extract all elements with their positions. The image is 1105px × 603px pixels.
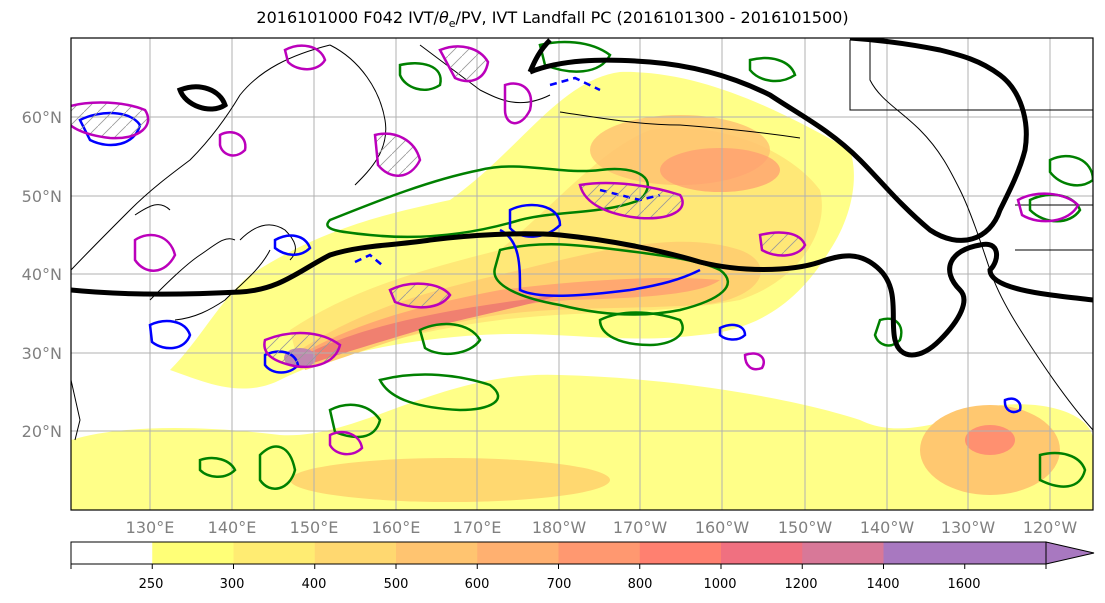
title-suffix: /PV, IVT Landfall PC (2016101300 - 20161… xyxy=(455,8,849,27)
colorbar-cell xyxy=(964,542,1047,564)
ivt-band-800 xyxy=(295,295,560,368)
ivt-band-600 xyxy=(300,278,720,365)
lat-label-30: 30°N xyxy=(22,344,62,363)
colorbar-cell xyxy=(233,542,316,564)
colorbar-tick-label: 500 xyxy=(384,577,409,592)
lat-label-40: 40°N xyxy=(22,265,62,284)
title-text: 2016101000 F042 IVT/ xyxy=(256,8,439,27)
ivt-arc-north-inner xyxy=(660,148,780,192)
ivt-shading xyxy=(71,71,1093,510)
lat-label-20: 20°N xyxy=(22,422,62,441)
colorbar-tick-label: 300 xyxy=(220,577,245,592)
lat-label-60: 60°N xyxy=(22,108,62,127)
lon-label: 170°E xyxy=(453,518,502,537)
map-panel xyxy=(71,38,1093,510)
colorbar-ticks xyxy=(70,564,1047,569)
colorbar-tick-label: 700 xyxy=(547,577,572,592)
lat-label-50: 50°N xyxy=(22,187,62,206)
colorbar: 250 300 400 500 600 700 800 1000 1200 14… xyxy=(70,541,1095,592)
title-theta: θ xyxy=(438,8,449,27)
ivt-subtropical-core xyxy=(965,425,1015,455)
lon-label: 130°E xyxy=(126,518,175,537)
colorbar-cell xyxy=(639,542,722,564)
colorbar-cell xyxy=(883,542,966,564)
lon-label: 170°W xyxy=(613,518,668,537)
colorbar-tick-label: 1000 xyxy=(703,577,736,592)
map-frame xyxy=(70,37,1094,511)
colorbar-cell xyxy=(802,542,884,564)
colorbar-extend-arrow xyxy=(1045,541,1095,565)
lon-label: 150°W xyxy=(778,518,833,537)
lon-label: 160°W xyxy=(695,518,750,537)
lon-label: 180°W xyxy=(532,518,587,537)
longitude-labels: 130°E 140°E 150°E 160°E 170°E 180°W 170°… xyxy=(126,518,1078,537)
pv-contours xyxy=(198,40,1093,490)
colorbar-cell xyxy=(71,542,153,564)
colorbar-tick-label: 400 xyxy=(302,577,327,592)
colorbar-tick-label: 800 xyxy=(628,577,653,592)
colorbar-cell xyxy=(152,542,234,564)
lon-label: 120°W xyxy=(1023,518,1078,537)
colorbar-cell xyxy=(477,542,559,564)
title-theta-sub: e xyxy=(448,17,456,31)
colorbar-cells xyxy=(71,542,1047,564)
map-title: 2016101000 F042 IVT/θe/PV, IVT Landfall … xyxy=(0,8,1105,30)
lon-label: 140°E xyxy=(208,518,257,537)
lon-label: 150°E xyxy=(290,518,339,537)
colorbar-tick-label: 600 xyxy=(465,577,490,592)
lon-label: 140°W xyxy=(860,518,915,537)
latitude-labels: 60°N 50°N 40°N 30°N 20°N xyxy=(22,108,62,441)
lon-label: 160°E xyxy=(372,518,421,537)
colorbar-cell xyxy=(558,542,641,564)
colorbar-tick-label: 1600 xyxy=(947,577,980,592)
lon-label: 130°W xyxy=(941,518,996,537)
colorbar-cell xyxy=(396,542,478,564)
colorbar-cell xyxy=(314,542,397,564)
colorbar-tick-label: 250 xyxy=(139,577,164,592)
magenta-contours xyxy=(71,44,1080,456)
ivt-landfall-contour xyxy=(71,38,1093,358)
ivt-south-blob xyxy=(290,458,610,502)
colorbar-tick-label: 1200 xyxy=(784,577,817,592)
colorbar-tick-label: 1400 xyxy=(866,577,899,592)
colorbar-cell xyxy=(721,542,803,564)
